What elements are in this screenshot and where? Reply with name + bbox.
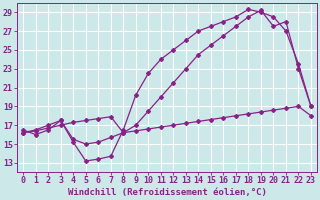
X-axis label: Windchill (Refroidissement éolien,°C): Windchill (Refroidissement éolien,°C) <box>68 188 267 197</box>
